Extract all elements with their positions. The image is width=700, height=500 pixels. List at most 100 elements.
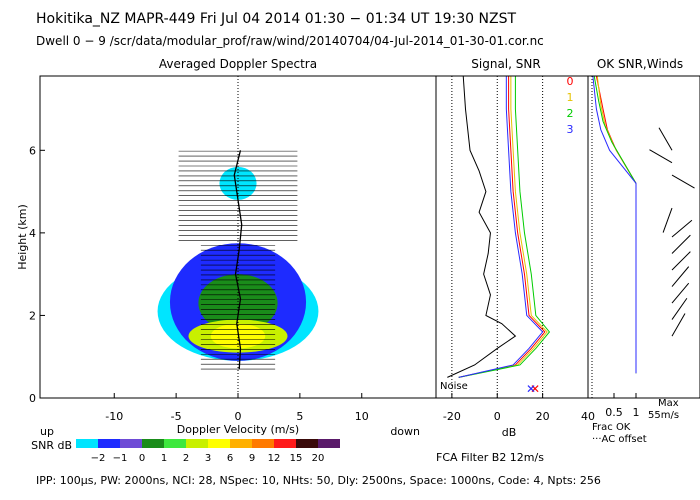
signal-series: [447, 75, 551, 378]
wind-barbs: [649, 127, 695, 337]
colorbar-cell-0: [76, 439, 98, 448]
wind-barb-1: [671, 297, 688, 320]
doppler-ylabel: Height (km): [16, 204, 29, 270]
signal-xtick-label: 40: [581, 410, 595, 423]
colorbar-cell-5: [186, 439, 208, 448]
winds-title: OK SNR,Winds: [597, 57, 683, 71]
wind-barb-3: [671, 266, 690, 287]
colorbar-tick-label: −1: [113, 453, 128, 464]
max-value: 55m/s: [648, 410, 679, 421]
signal-marker-x: ✕: [530, 382, 540, 396]
colorbar-cell-6: [208, 439, 230, 448]
colorbar-tick-label: 0: [139, 453, 145, 464]
doppler-xlabel: Doppler Velocity (m/s): [177, 423, 299, 436]
colorbar-tick-label: 6: [227, 453, 233, 464]
doppler-ticks: -10 -5 0 5 10 0 2 4 6: [29, 144, 369, 423]
ac-offset-label: ···AC offset: [592, 434, 647, 445]
frac-ok-label: Frac OK: [592, 422, 631, 433]
signal-series-3: [458, 76, 544, 378]
snr-colorbar: SNR dB −2 −1 0 1 2 3 6 9 12 15 20: [31, 439, 340, 464]
doppler-corner-down: down: [390, 425, 420, 438]
acquisition-params: IPP: 100µs, PW: 2000ns, NCI: 28, NSpec: …: [36, 474, 601, 487]
spectra-region-5: [219, 166, 257, 200]
signal-legend: 0 1 2 3: [567, 75, 574, 136]
colorbar-tick-label: 15: [290, 453, 303, 464]
doppler-xtick-label: 0: [235, 410, 242, 423]
doppler-gridlines: [178, 76, 298, 398]
wind-barb-10: [658, 127, 673, 151]
colorbar-cell-1: [98, 439, 120, 448]
signal-legend-item-3: 3: [567, 123, 574, 136]
wind-barb-6: [671, 219, 693, 238]
doppler-xtick-label: 10: [355, 410, 369, 423]
colorbar-cell-11: [318, 439, 340, 448]
spectra-region-2: [198, 274, 278, 332]
wind-barb-9: [649, 149, 673, 164]
winds-frame: [587, 75, 700, 399]
signal-xlabel: dB: [502, 426, 517, 439]
signal-series-noise: [447, 75, 517, 378]
doppler-ytick-label: 0: [29, 392, 36, 405]
colorbar-tick-label: 12: [268, 453, 281, 464]
colorbar-tick-label: −2: [91, 453, 106, 464]
signal-snr-panel: Signal, SNR -20 0 20 40 dB Noise 0 1 2 3 ✕ ✕: [435, 57, 595, 439]
colorbar-label: SNR dB: [31, 439, 72, 452]
signal-series-0: [458, 76, 546, 378]
colorbar-cell-10: [296, 439, 318, 448]
colorbar-cell-4: [164, 439, 186, 448]
doppler-title: Averaged Doppler Spectra: [159, 57, 317, 71]
colorbar-tick-label: 2: [183, 453, 189, 464]
colorbar-tick-label: 1: [161, 453, 167, 464]
doppler-xtick-label: -10: [105, 410, 123, 423]
wind-barb-7: [662, 207, 673, 233]
signal-series-1: [458, 76, 548, 378]
wind-barb-8: [671, 174, 695, 189]
colorbar-cell-2: [120, 439, 142, 448]
signal-xtick-label: 0: [494, 410, 501, 423]
ok-snr-winds-panel: OK SNR,Winds 0.5 1 Frac OK ···AC offset M…: [587, 57, 700, 445]
figure-title: Hokitika_NZ MAPR-449 Fri Jul 04 2014 01:…: [36, 11, 516, 27]
signal-legend-item-2: 2: [567, 107, 574, 120]
doppler-ytick-label: 2: [29, 309, 36, 322]
frac-ok-series: [591, 75, 637, 398]
signal-xtick-label: -20: [443, 410, 461, 423]
colorbar-tick-label: 20: [312, 453, 325, 464]
signal-legend-item-1: 1: [567, 91, 574, 104]
doppler-xtick-label: -5: [171, 410, 182, 423]
colorbar-tick-label: 3: [205, 453, 211, 464]
colorbar-ticks: −2 −1 0 1 2 3 6 9 12 15 20: [91, 453, 325, 464]
wind-barb-2: [671, 282, 690, 304]
winds-xtick-label: 0.5: [605, 406, 623, 419]
winds-xtick-label: 1: [633, 406, 640, 419]
doppler-ytick-label: 4: [29, 227, 36, 240]
colorbar-cell-3: [142, 439, 164, 448]
signal-ticks: -20 0 20 40: [443, 393, 595, 423]
doppler-xtick-label: 5: [296, 410, 303, 423]
wind-barb-5: [671, 234, 691, 254]
colorbar-cell-8: [252, 439, 274, 448]
signal-marker-x-2: ✕: [526, 382, 536, 396]
colorbar-cells: [76, 439, 340, 448]
frac-ok-series-2: [593, 75, 637, 374]
doppler-ytick-label: 6: [29, 144, 36, 157]
mean-velocity-curve: [233, 150, 243, 370]
winds-ticks: 0.5 1: [605, 393, 640, 419]
signal-gridlines: [451, 76, 544, 398]
signal-xtick-label: 20: [536, 410, 550, 423]
signal-legend-item-0: 0: [567, 75, 574, 88]
doppler-corner-up: up: [40, 425, 54, 438]
signal-title: Signal, SNR: [471, 57, 540, 71]
colorbar-tick-label: 9: [249, 453, 255, 464]
signal-series-2: [458, 76, 551, 378]
noise-label: Noise: [440, 381, 468, 392]
colorbar-cell-9: [274, 439, 296, 448]
max-label: Max: [658, 398, 679, 409]
figure-subtitle: Dwell 0 − 9 /scr/data/modular_prof/raw/w…: [36, 34, 544, 48]
colorbar-cell-7: [230, 439, 252, 448]
wind-barb-4: [671, 251, 691, 271]
doppler-spectra-panel: Averaged Doppler Spectra -10 -5 0 5 10 0 2 4 6 D…: [16, 57, 437, 438]
filter-label: FCA Filter B2 12m/s: [436, 451, 544, 464]
wind-barb-0: [671, 313, 686, 337]
frac-ok-series-3: [592, 75, 637, 374]
